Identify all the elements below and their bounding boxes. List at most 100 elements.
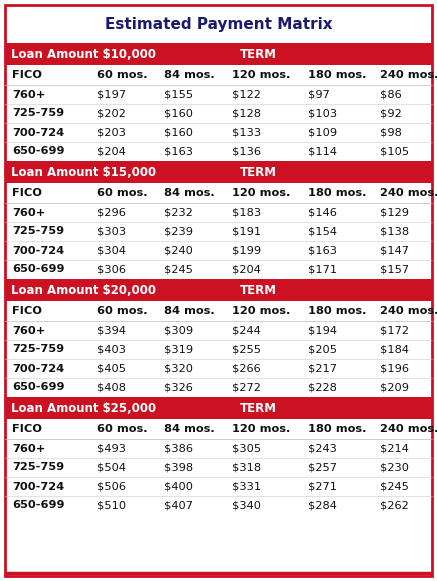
Text: $196: $196 xyxy=(380,364,409,374)
Text: 725-759: 725-759 xyxy=(12,462,64,472)
Text: 120 mos.: 120 mos. xyxy=(232,70,290,80)
Text: 700-724: 700-724 xyxy=(12,482,64,492)
Text: Loan Amount $10,000: Loan Amount $10,000 xyxy=(11,48,156,60)
Text: Loan Amount $15,000: Loan Amount $15,000 xyxy=(11,166,156,178)
Text: $493: $493 xyxy=(97,443,126,454)
Text: $340: $340 xyxy=(232,500,261,511)
Text: 120 mos.: 120 mos. xyxy=(232,188,290,198)
Text: 120 mos.: 120 mos. xyxy=(232,424,290,434)
Text: $172: $172 xyxy=(380,325,409,335)
Text: FICO: FICO xyxy=(12,424,42,434)
Text: 240 mos.: 240 mos. xyxy=(380,424,437,434)
Text: $202: $202 xyxy=(97,109,126,119)
Text: $105: $105 xyxy=(380,146,409,156)
Text: $171: $171 xyxy=(308,264,337,274)
Text: TERM: TERM xyxy=(240,401,277,414)
Text: 180 mos.: 180 mos. xyxy=(308,188,367,198)
Text: 650-699: 650-699 xyxy=(12,264,65,274)
Text: TERM: TERM xyxy=(240,48,277,60)
Bar xyxy=(5,161,432,183)
Text: $239: $239 xyxy=(164,227,193,236)
Text: 725-759: 725-759 xyxy=(12,345,64,354)
Text: $194: $194 xyxy=(308,325,337,335)
Text: $160: $160 xyxy=(164,127,193,138)
Text: $386: $386 xyxy=(164,443,193,454)
Text: $398: $398 xyxy=(164,462,193,472)
Text: $98: $98 xyxy=(380,127,402,138)
Text: $138: $138 xyxy=(380,227,409,236)
Text: FICO: FICO xyxy=(12,306,42,316)
Text: 60 mos.: 60 mos. xyxy=(97,424,148,434)
Text: $244: $244 xyxy=(232,325,261,335)
Text: $184: $184 xyxy=(380,345,409,354)
Text: $209: $209 xyxy=(380,382,409,393)
Text: $304: $304 xyxy=(97,246,126,256)
Text: $86: $86 xyxy=(380,89,402,99)
Text: $160: $160 xyxy=(164,109,193,119)
Bar xyxy=(5,397,432,419)
Text: $136: $136 xyxy=(232,146,261,156)
Text: 120 mos.: 120 mos. xyxy=(232,306,290,316)
Text: 725-759: 725-759 xyxy=(12,227,64,236)
Text: $114: $114 xyxy=(308,146,337,156)
Text: $230: $230 xyxy=(380,462,409,472)
Text: $403: $403 xyxy=(97,345,126,354)
Text: $228: $228 xyxy=(308,382,337,393)
Text: 84 mos.: 84 mos. xyxy=(164,188,215,198)
Text: $400: $400 xyxy=(164,482,193,492)
Text: $146: $146 xyxy=(308,207,337,217)
Text: $296: $296 xyxy=(97,207,126,217)
Text: $305: $305 xyxy=(232,443,261,454)
Text: $266: $266 xyxy=(232,364,261,374)
Text: $147: $147 xyxy=(380,246,409,256)
Text: 650-699: 650-699 xyxy=(12,382,65,393)
Text: $133: $133 xyxy=(232,127,261,138)
Text: $204: $204 xyxy=(97,146,126,156)
Text: $272: $272 xyxy=(232,382,261,393)
Text: $97: $97 xyxy=(308,89,330,99)
Text: $205: $205 xyxy=(308,345,337,354)
Text: $122: $122 xyxy=(232,89,261,99)
Text: $92: $92 xyxy=(380,109,402,119)
Text: Loan Amount $20,000: Loan Amount $20,000 xyxy=(11,284,156,296)
Text: 760+: 760+ xyxy=(12,207,45,217)
Text: $199: $199 xyxy=(232,246,261,256)
Text: $214: $214 xyxy=(380,443,409,454)
Text: TERM: TERM xyxy=(240,166,277,178)
Text: $191: $191 xyxy=(232,227,261,236)
Text: 84 mos.: 84 mos. xyxy=(164,306,215,316)
Text: $197: $197 xyxy=(97,89,126,99)
Text: $506: $506 xyxy=(97,482,126,492)
Text: 60 mos.: 60 mos. xyxy=(97,188,148,198)
Text: $394: $394 xyxy=(97,325,126,335)
Text: 240 mos.: 240 mos. xyxy=(380,188,437,198)
Text: $408: $408 xyxy=(97,382,126,393)
Bar xyxy=(5,279,432,301)
Text: $232: $232 xyxy=(164,207,193,217)
Text: 700-724: 700-724 xyxy=(12,127,64,138)
Text: $331: $331 xyxy=(232,482,261,492)
Text: 60 mos.: 60 mos. xyxy=(97,306,148,316)
Text: 84 mos.: 84 mos. xyxy=(164,70,215,80)
Text: $128: $128 xyxy=(232,109,261,119)
Text: $319: $319 xyxy=(164,345,193,354)
Text: $243: $243 xyxy=(308,443,337,454)
Text: 180 mos.: 180 mos. xyxy=(308,306,367,316)
Text: $326: $326 xyxy=(164,382,193,393)
Text: $284: $284 xyxy=(308,500,337,511)
Text: 650-699: 650-699 xyxy=(12,146,65,156)
Text: $155: $155 xyxy=(164,89,193,99)
Text: Loan Amount $25,000: Loan Amount $25,000 xyxy=(11,401,156,414)
Text: $255: $255 xyxy=(232,345,261,354)
Text: Estimated Payment Matrix: Estimated Payment Matrix xyxy=(105,16,332,31)
Text: 240 mos.: 240 mos. xyxy=(380,70,437,80)
Text: $217: $217 xyxy=(308,364,337,374)
Text: $163: $163 xyxy=(308,246,337,256)
Text: $163: $163 xyxy=(164,146,193,156)
Text: 760+: 760+ xyxy=(12,89,45,99)
Text: $318: $318 xyxy=(232,462,261,472)
Text: 180 mos.: 180 mos. xyxy=(308,70,367,80)
Text: 760+: 760+ xyxy=(12,325,45,335)
Text: 60 mos.: 60 mos. xyxy=(97,70,148,80)
Text: 84 mos.: 84 mos. xyxy=(164,424,215,434)
